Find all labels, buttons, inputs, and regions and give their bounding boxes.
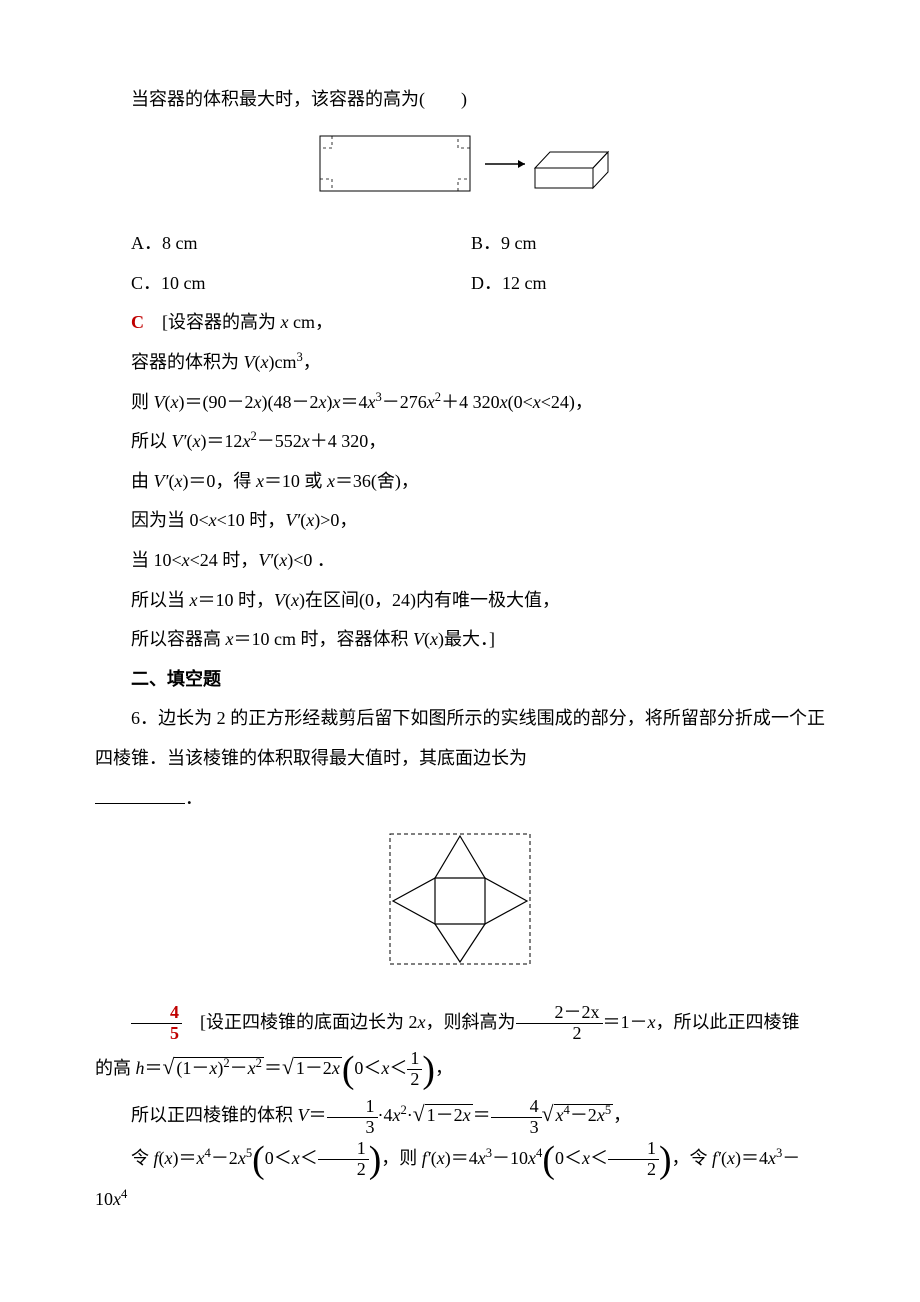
q5-solution-line4: 所以 V′(x)＝12x2－552x＋4 320， xyxy=(95,422,825,462)
q6-answer: 45 xyxy=(131,1003,182,1044)
option-b: B．9 cm xyxy=(471,224,825,264)
option-d: D．12 cm xyxy=(471,264,825,304)
q5-solution-line8: 所以当 x＝10 时，V(x)在区间(0，24)内有唯一极大值， xyxy=(95,581,825,621)
answer-letter: C xyxy=(131,312,144,332)
q5-stem: 当容器的体积最大时，该容器的高为( ) xyxy=(95,80,825,120)
q5-options-row1: A．8 cm B．9 cm xyxy=(95,224,825,264)
section-heading: 二、填空题 xyxy=(95,660,825,700)
q5-figure xyxy=(95,126,825,211)
q5-solution-line5: 由 V′(x)＝0，得 x＝10 或 x＝36(舍)， xyxy=(95,462,825,502)
pyramid-net-diagram xyxy=(380,824,540,974)
q6-blank-line: ． xyxy=(95,779,825,819)
q5-solution-line6: 因为当 0<x<10 时，V′(x)>0， xyxy=(95,501,825,541)
box-fold-diagram xyxy=(310,126,610,196)
q5-options-row2: C．10 cm D．12 cm xyxy=(95,264,825,304)
q6-solution-line3: 所以正四棱锥的体积 V＝13·4x2·√1－2x＝43√x4－2x5， xyxy=(95,1091,825,1139)
option-c: C．10 cm xyxy=(131,264,471,304)
q5-solution-line2: 容器的体积为 V(x)cm3， xyxy=(95,343,825,383)
option-a: A．8 cm xyxy=(131,224,471,264)
q6-body: 6．边长为 2 的正方形经裁剪后留下如图所示的实线围成的部分，将所留部分折成一个… xyxy=(95,699,825,778)
q5-solution-line3: 则 V(x)＝(90－2x)(48－2x)x＝4x3－276x2＋4 320x(… xyxy=(95,383,825,423)
q5-solution-line9: 所以容器高 x＝10 cm 时，容器体积 V(x)最大．] xyxy=(95,620,825,660)
q5-solution-line7: 当 10<x<24 时，V′(x)<0 ． xyxy=(95,541,825,581)
q6-solution-line4: 令 f(x)＝x4－2x5(0＜x＜12)，则 f′(x)＝4x3－10x4(0… xyxy=(95,1139,825,1220)
q6-solution-line1: 45 [设正四棱锥的底面边长为 2x，则斜高为2－2x2＝1－x，所以此正四棱锥 xyxy=(95,1003,825,1044)
q6-solution-line2: 的高 h＝√(1－x)2－x2＝√1－2x(0＜x＜12)， xyxy=(95,1044,825,1092)
q6-figure xyxy=(95,824,825,989)
q5-solution-line1: C [设容器的高为 x cm， xyxy=(95,303,825,343)
